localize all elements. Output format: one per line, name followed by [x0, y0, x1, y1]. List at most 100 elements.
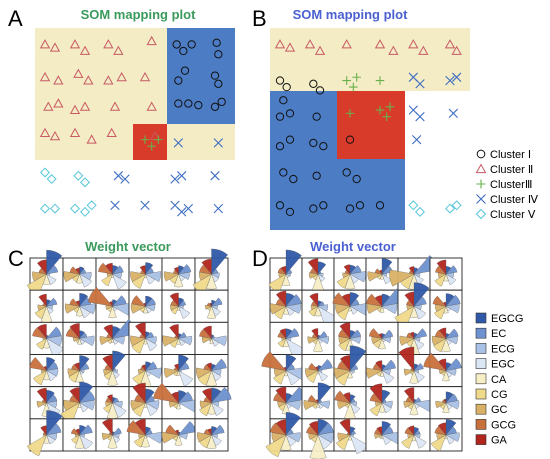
rose-wedge: [207, 305, 216, 319]
rose-wedge: [63, 271, 80, 283]
rose-wedge: [349, 336, 361, 344]
data-point: [210, 102, 220, 111]
rose-wedge: [143, 302, 146, 307]
rose-wedge: [71, 434, 80, 444]
data-point: [176, 171, 187, 181]
rose-wedge: [79, 266, 85, 275]
rose-wedge: [349, 329, 362, 339]
data-point: [194, 101, 203, 110]
rose-wedge: [442, 370, 450, 382]
rose-wedge: [196, 367, 212, 379]
data-point: [39, 39, 51, 49]
rose-wedge: [211, 402, 224, 416]
rose-wedge: [101, 273, 113, 287]
data-point: [79, 101, 91, 111]
rose-wedge: [75, 300, 80, 307]
rose-wedge: [46, 273, 57, 285]
rose-wedge: [315, 366, 319, 371]
data-point: [285, 109, 295, 118]
data-point: [79, 177, 91, 188]
rose-wedge: [337, 432, 351, 442]
rose-wedge: [130, 303, 146, 314]
rose-wedge: [280, 266, 287, 275]
data-point: [109, 101, 121, 111]
rose-wedge: [307, 336, 319, 344]
rose-wedge: [342, 272, 351, 278]
rose-wedge: [102, 432, 113, 441]
rose-wedge: [130, 271, 146, 282]
data-point: [319, 142, 328, 151]
rose-wedge: [204, 304, 212, 310]
data-point: [120, 174, 130, 184]
data-point: [309, 204, 318, 213]
data-point: [172, 40, 181, 49]
panel-label-c: C: [8, 246, 24, 271]
rose-wedge: [431, 335, 447, 346]
rose-wedge: [178, 264, 192, 275]
rose-wedge: [261, 351, 287, 371]
data-point: [319, 201, 328, 210]
rose-wedge: [112, 265, 124, 275]
data-point: [212, 38, 221, 47]
legend-marker: [476, 179, 486, 189]
legend-marker: [475, 208, 487, 220]
rose-wedge: [379, 305, 385, 313]
rose-wedge: [37, 304, 47, 311]
data-point: [415, 111, 425, 122]
rose-wedge: [170, 304, 179, 311]
rose-wedge: [413, 282, 430, 307]
rose-wedge: [375, 360, 383, 371]
rose-wedge: [445, 432, 460, 442]
data-point: [174, 76, 183, 85]
rose-wedge: [403, 387, 415, 404]
data-point: [342, 168, 351, 177]
data-point: [275, 201, 285, 210]
panel-b-regions: [270, 28, 470, 230]
rose-wedge: [349, 345, 367, 371]
rose-wedge: [174, 363, 179, 371]
rose-wedge: [273, 370, 287, 385]
rose-wedge: [88, 287, 113, 307]
panel-d-title: Weight vector: [310, 239, 396, 254]
rose-wedge: [438, 327, 447, 339]
rose-wedge: [317, 382, 332, 404]
rose-wedge: [26, 434, 47, 457]
rose-wedge: [303, 400, 319, 411]
data-point: [312, 171, 321, 180]
data-point: [312, 112, 321, 121]
rose-wedge: [102, 355, 113, 371]
data-point: [355, 201, 365, 210]
rose-wedge: [374, 295, 383, 307]
rose-wedge: [79, 338, 86, 345]
rose-wedge: [69, 266, 80, 275]
rose-wedge: [381, 402, 392, 414]
rose-wedge: [376, 426, 383, 436]
rose-wedge: [307, 258, 319, 275]
data-point: [176, 207, 187, 217]
data-point: [304, 39, 316, 49]
rose-wedge: [46, 249, 63, 275]
rose-wedge: [145, 298, 156, 307]
data-point: [49, 42, 61, 52]
rose-wedge: [381, 359, 396, 371]
rose-wedge: [381, 336, 392, 344]
rose-wedge: [413, 434, 427, 449]
data-point: [213, 138, 224, 148]
region-cluster-iii: [133, 124, 167, 160]
rose-wedge: [309, 293, 319, 307]
rose-wedge: [285, 354, 297, 371]
data-point: [210, 71, 220, 80]
rose-wedge: [79, 273, 92, 288]
data-point: [46, 174, 57, 185]
rose-wedge: [413, 296, 427, 307]
data-point: [352, 72, 361, 82]
data-point: [146, 35, 157, 46]
rose-wedge: [413, 305, 427, 320]
rose-wedge: [202, 388, 212, 404]
rose-wedge: [46, 265, 59, 275]
data-point: [382, 112, 391, 121]
rose-wedge: [381, 329, 394, 339]
rose-wedge: [349, 305, 358, 315]
rose-wedge: [40, 425, 47, 436]
